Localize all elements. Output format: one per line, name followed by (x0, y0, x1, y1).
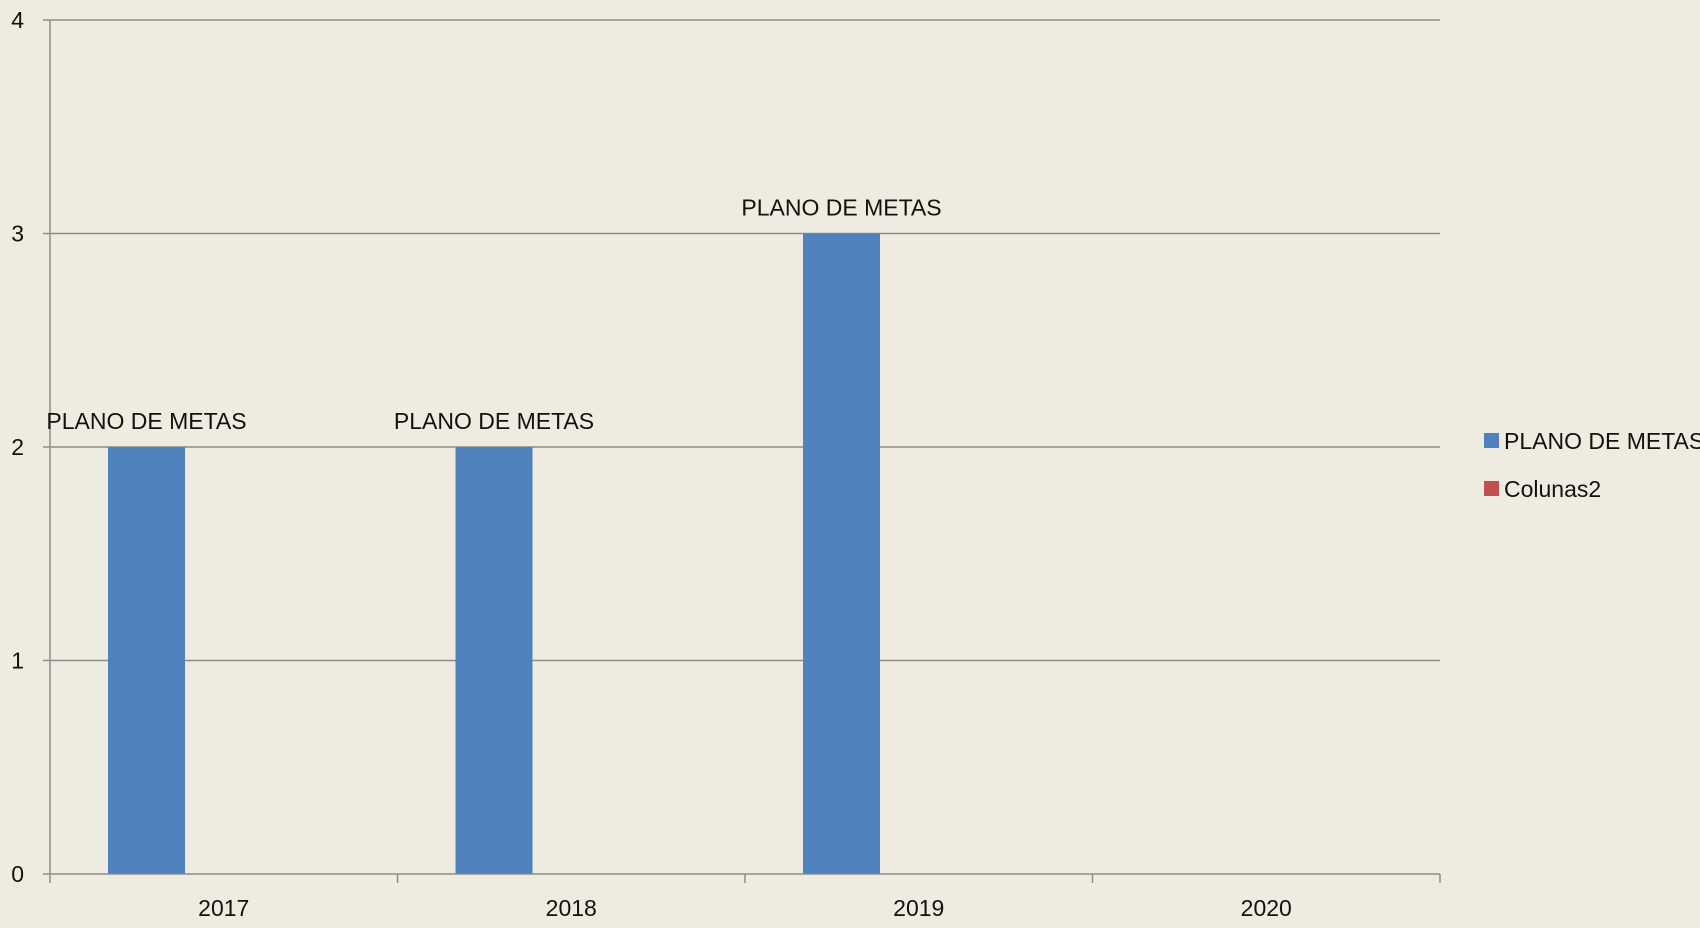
axes: 0 1 2 3 4 2017 2018 2019 2020 (11, 7, 1441, 921)
legend-label: Colunas2 (1504, 476, 1601, 502)
data-label: PLANO DE METAS (741, 195, 941, 221)
bar (455, 447, 533, 874)
bar (108, 447, 185, 874)
y-tick-label: 1 (11, 648, 24, 674)
bar (803, 233, 880, 874)
x-tick-label: 2018 (546, 895, 597, 921)
data-labels: PLANO DE METAS PLANO DE METAS PLANO DE MET… (46, 195, 941, 435)
data-label: PLANO DE METAS (394, 408, 594, 434)
gridlines (50, 19, 1440, 662)
y-tick-label: 4 (11, 7, 24, 33)
y-tick-label: 0 (11, 861, 24, 887)
y-tick-label: 2 (11, 434, 24, 460)
legend-swatch (1484, 481, 1499, 496)
legend: PLANO DE METAS Colunas2 (1484, 428, 1700, 502)
data-label: PLANO DE METAS (46, 408, 246, 434)
bars (108, 233, 880, 874)
legend-label: PLANO DE METAS (1504, 428, 1700, 454)
legend-swatch (1484, 433, 1499, 448)
x-tick-label: 2017 (198, 895, 249, 921)
y-tick-label: 3 (11, 221, 24, 247)
x-tick-label: 2020 (1241, 895, 1292, 921)
x-tick-label: 2019 (893, 895, 944, 921)
